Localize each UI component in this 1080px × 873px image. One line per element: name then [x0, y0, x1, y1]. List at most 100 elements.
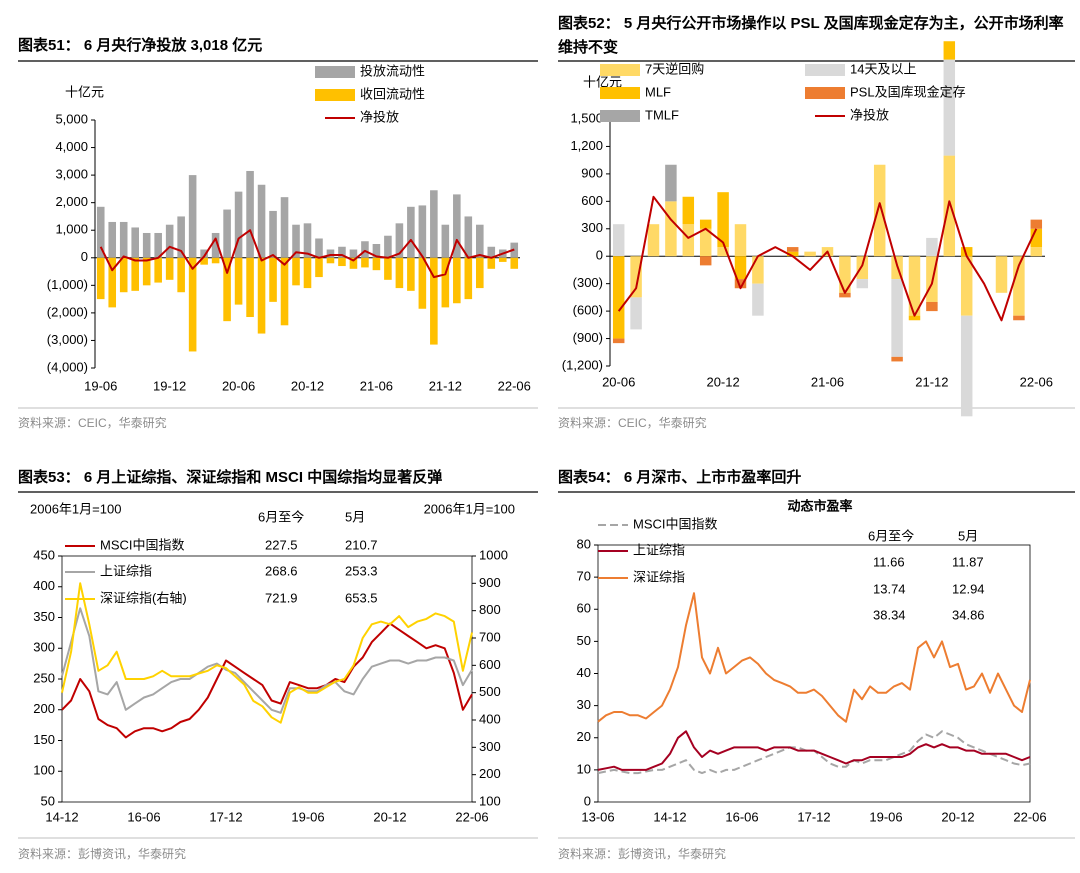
- line: [597, 730, 1031, 771]
- bar: [108, 257, 117, 308]
- bar: [303, 223, 312, 258]
- bar: [131, 227, 139, 258]
- legend-label: MSCI中国指数: [633, 516, 718, 531]
- y-tick-label: 50: [41, 793, 55, 808]
- chart-title: 图表53： 6 月上证综指、深证综指和 MSCI 中国综指均显著反弹: [18, 469, 443, 486]
- table-cell: 268.6: [265, 563, 298, 578]
- x-tick-label: 20-12: [706, 374, 739, 389]
- x-tick-label: 19-12: [153, 378, 186, 393]
- table-cell: 38.34: [873, 607, 906, 622]
- bar: [960, 315, 973, 417]
- y2-tick-label: 800: [479, 602, 501, 617]
- table-cell: 12.94: [952, 581, 985, 596]
- y-tick-label: 10: [577, 761, 591, 776]
- y-tick-label: (2,000): [47, 304, 88, 319]
- table-cell: 13.74: [873, 581, 906, 596]
- bar: [326, 249, 335, 258]
- y-tick-label: 0: [584, 793, 591, 808]
- bar: [188, 257, 197, 352]
- bar: [349, 257, 358, 269]
- bar: [1030, 247, 1043, 257]
- bar: [315, 238, 323, 258]
- source: 资料来源：CEIC，华泰研究: [558, 416, 707, 430]
- x-tick-label: 16-06: [725, 809, 758, 824]
- y-axis-label: 十亿元: [65, 84, 104, 99]
- bar: [630, 297, 642, 330]
- bar: [665, 164, 677, 202]
- bar: [361, 241, 369, 258]
- bar: [908, 256, 921, 316]
- legend-label: MLF: [645, 84, 671, 99]
- bar: [395, 257, 404, 289]
- y-tick-label: 40: [577, 665, 591, 680]
- legend-swatch: [315, 66, 355, 78]
- bar: [234, 191, 243, 258]
- bar: [119, 221, 128, 258]
- y-tick-label: 5,000: [55, 111, 88, 126]
- source: 资料来源：彭博资讯，华泰研究: [18, 847, 187, 861]
- source: 资料来源：彭博资讯，华泰研究: [558, 847, 727, 861]
- y2-tick-label: 500: [479, 684, 501, 699]
- bar: [96, 206, 105, 258]
- plot-title: 动态市盈率: [787, 498, 852, 513]
- bar: [1013, 315, 1025, 321]
- bar: [384, 235, 392, 258]
- x-tick-label: 21-06: [360, 378, 393, 393]
- y-tick-label: (1,200): [562, 357, 603, 372]
- y-tick-label: 30: [577, 697, 591, 712]
- y2-tick-label: 900: [479, 575, 501, 590]
- x-tick-label: 14-12: [653, 809, 686, 824]
- legend-swatch: [805, 87, 845, 99]
- dividers: [18, 60, 1075, 493]
- bar: [223, 257, 231, 322]
- bar: [647, 224, 660, 257]
- y-tick-label: 300: [33, 640, 55, 655]
- bar: [165, 224, 174, 258]
- bar: [303, 257, 312, 289]
- bar: [665, 201, 677, 257]
- x-tick-label: 17-12: [797, 809, 830, 824]
- table-cell: 11.87: [952, 554, 984, 569]
- bar: [453, 194, 461, 258]
- bar: [630, 256, 642, 298]
- line: [61, 607, 473, 714]
- bar: [211, 232, 220, 258]
- y2-tick-label: 1000: [479, 547, 508, 562]
- y-tick-label: 1,000: [55, 222, 88, 237]
- bar: [1030, 228, 1043, 248]
- bar: [154, 257, 162, 283]
- y-tick-label: 1,500: [570, 110, 603, 125]
- line: [597, 730, 1031, 775]
- bar: [292, 224, 300, 258]
- bar: [177, 216, 185, 258]
- bar: [395, 223, 404, 258]
- y-tick-label: 400: [33, 578, 55, 593]
- bar: [1030, 219, 1043, 229]
- legend-swatch: [600, 87, 640, 99]
- source: 资料来源：CEIC，华泰研究: [18, 416, 167, 430]
- bar: [200, 257, 208, 265]
- legend-label: 净投放: [360, 109, 399, 124]
- y-tick-label: 600: [581, 193, 603, 208]
- legend-swatch: [600, 64, 640, 76]
- bar: [839, 256, 851, 293]
- bar: [699, 228, 712, 257]
- bar: [960, 256, 973, 316]
- x-tick-label: 20-12: [373, 809, 406, 824]
- bar: [441, 257, 450, 308]
- y2-tick-label: 300: [479, 739, 501, 754]
- y-tick-label: 80: [577, 536, 591, 551]
- bar: [384, 257, 392, 280]
- legend-label: 深证综指(右轴): [100, 590, 187, 605]
- y-tick-label: 60: [577, 601, 591, 616]
- y-tick-label: 3,000: [55, 167, 88, 182]
- y-tick-label: (900): [573, 330, 603, 345]
- bar: [165, 257, 174, 280]
- bar: [326, 257, 335, 264]
- bar: [1013, 256, 1025, 316]
- bar: [108, 221, 117, 258]
- line: [61, 622, 473, 739]
- y-tick-label: 0: [596, 248, 603, 263]
- table-cell: 653.5: [345, 590, 378, 605]
- legend-label: MSCI中国指数: [100, 537, 185, 552]
